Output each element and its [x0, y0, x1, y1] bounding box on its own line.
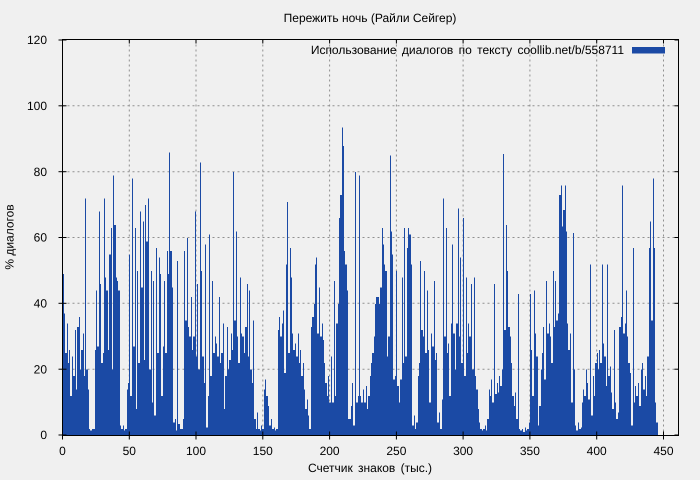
svg-text:20: 20: [34, 362, 48, 376]
svg-text:450: 450: [653, 444, 673, 458]
svg-text:200: 200: [320, 444, 340, 458]
svg-text:350: 350: [520, 444, 540, 458]
svg-text:400: 400: [587, 444, 607, 458]
svg-text:50: 50: [123, 444, 137, 458]
svg-text:0: 0: [59, 444, 66, 458]
svg-text:120: 120: [27, 33, 47, 47]
svg-text:250: 250: [386, 444, 406, 458]
svg-text:80: 80: [34, 165, 48, 179]
svg-text:% диалогов: % диалогов: [3, 204, 17, 269]
svg-text:150: 150: [253, 444, 273, 458]
svg-text:100: 100: [27, 99, 47, 113]
svg-text:Использование диалогов по текс: Использование диалогов по тексту coollib…: [311, 43, 625, 57]
svg-text:Пережить ночь (Райли Сейгер): Пережить ночь (Райли Сейгер): [284, 11, 457, 25]
svg-text:100: 100: [186, 444, 206, 458]
svg-text:40: 40: [34, 297, 48, 311]
svg-text:60: 60: [34, 231, 48, 245]
svg-text:Счетчик знаков (тыс.): Счетчик знаков (тыс.): [308, 461, 432, 475]
svg-text:300: 300: [453, 444, 473, 458]
svg-text:0: 0: [40, 428, 47, 442]
